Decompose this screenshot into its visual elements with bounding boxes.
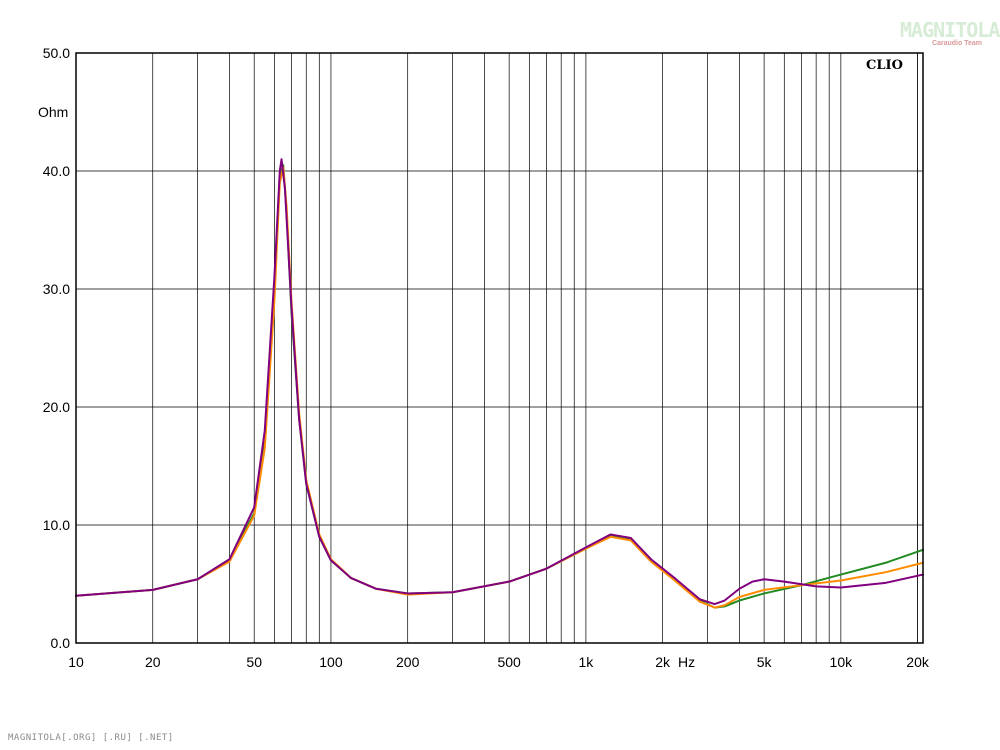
x-tick-label: 5k xyxy=(757,654,773,670)
x-tick-label: 20k xyxy=(906,654,930,670)
x-tick-labels: 10 20 50 100 200 500 1k 2k 5k 10k 20k xyxy=(68,654,930,670)
y-tick-label: 50.0 xyxy=(43,45,70,61)
y-tick-label: 10.0 xyxy=(43,517,70,533)
x-tick-label: 10 xyxy=(68,654,84,670)
series-line-2 xyxy=(75,166,924,609)
x-tick-label: 100 xyxy=(319,654,343,670)
x-tick-label: 2k xyxy=(655,654,671,670)
x-tick-label: 50 xyxy=(246,654,262,670)
y-tick-label: 0.0 xyxy=(51,635,71,651)
y-tick-label: 30.0 xyxy=(43,281,70,297)
watermark-logo-subtext: Caraudio Team xyxy=(931,40,982,47)
x-tick-label: 200 xyxy=(396,654,420,670)
y-axis-unit-label: Ohm xyxy=(38,104,68,120)
x-tick-label: 10k xyxy=(830,654,854,670)
y-tick-label: 20.0 xyxy=(43,399,70,415)
series-layer xyxy=(75,158,924,609)
plot-frame xyxy=(75,52,924,644)
watermark-logo: MAGNITOLA Caraudio Team xyxy=(898,18,1000,52)
brand-label: CLIO xyxy=(866,58,903,73)
x-axis-unit-label: Hz xyxy=(678,654,695,670)
vertical-gridlines xyxy=(152,53,918,643)
watermark-footer: MAGNITOLA[.ORG] [.RU] [.NET] xyxy=(8,733,174,743)
y-tick-labels: 0.0 10.0 20.0 30.0 40.0 50.0 xyxy=(43,45,70,651)
watermark-logo-text: MAGNITOLA xyxy=(900,18,1000,42)
plot-background xyxy=(76,53,923,643)
x-tick-label: 1k xyxy=(579,654,595,670)
series-line-3 xyxy=(75,158,924,606)
y-tick-label: 40.0 xyxy=(43,163,70,179)
x-tick-label: 20 xyxy=(145,654,161,670)
x-tick-label: 500 xyxy=(497,654,521,670)
